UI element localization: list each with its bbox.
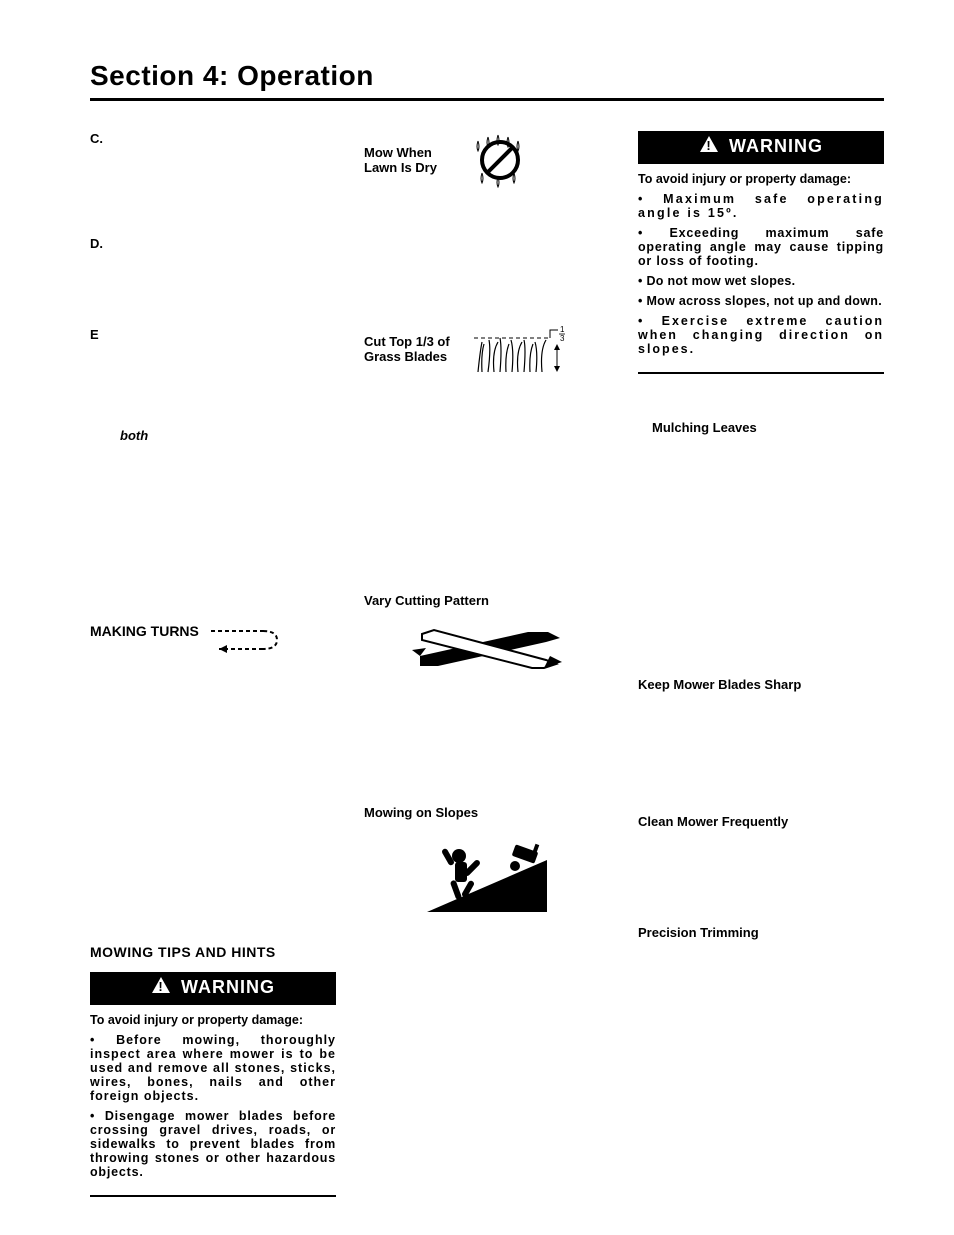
- warning-triangle-icon: !: [699, 135, 719, 158]
- warning-bullet: • Disengage mower blades before crossing…: [90, 1109, 336, 1179]
- cut-top-row: Cut Top 1/3 of Grass Blades 1 3: [364, 320, 610, 383]
- making-turns-row: MAKING TURNS: [90, 623, 336, 664]
- grass-blades-icon: 1 3: [472, 320, 572, 383]
- cross-pattern-icon: [364, 616, 610, 681]
- warning-bullet: • Before mowing, thoroughly inspect area…: [90, 1033, 336, 1103]
- no-wet-icon: [468, 131, 532, 194]
- warning-lead-right: To avoid injury or property damage:: [638, 172, 884, 186]
- column-right: ! WARNING To avoid injury or property da…: [638, 131, 884, 1211]
- sharp-blades-heading: Keep Mower Blades Sharp: [638, 677, 884, 692]
- both-word: both: [90, 428, 336, 443]
- section-title: Section 4: Operation: [90, 60, 884, 101]
- warning-bullet: • Exceeding maximum safe operating angle…: [638, 226, 884, 268]
- turn-arrow-icon: [205, 623, 283, 664]
- warning-header-text-left: WARNING: [181, 977, 275, 998]
- step-c-label: C.: [90, 131, 336, 146]
- making-turns-heading: MAKING TURNS: [90, 623, 199, 639]
- warning-bullet: • Mow across slopes, not up and down.: [638, 294, 884, 308]
- cut-top-label: Cut Top 1/3 of Grass Blades: [364, 334, 458, 364]
- step-d-label: D.: [90, 236, 336, 251]
- svg-text:1: 1: [560, 325, 565, 334]
- precision-trim-heading: Precision Trimming: [638, 925, 884, 940]
- content-columns: C. D. E both MAKING TURNS MOWING TIPS AN…: [90, 131, 884, 1211]
- warning-box-right: ! WARNING To avoid injury or property da…: [638, 131, 884, 374]
- warning-bullet: • Maximum safe operating angle is 15º.: [638, 192, 884, 220]
- mulching-heading: Mulching Leaves: [638, 420, 884, 435]
- mow-dry-row: Mow When Lawn Is Dry: [364, 131, 610, 194]
- warning-lead-left: To avoid injury or property damage:: [90, 1013, 336, 1027]
- warning-triangle-icon: !: [151, 976, 171, 999]
- warning-bullet: • Exercise extreme caution when changing…: [638, 314, 884, 356]
- svg-text:!: !: [158, 979, 163, 994]
- warning-header-right: ! WARNING: [638, 131, 884, 164]
- mowing-tips-heading: MOWING TIPS AND HINTS: [90, 944, 336, 960]
- warning-bullet: • Do not mow wet slopes.: [638, 274, 884, 288]
- step-e-label: E: [90, 327, 336, 342]
- vary-pattern-heading: Vary Cutting Pattern: [364, 593, 610, 608]
- slope-fall-icon: [364, 828, 610, 933]
- column-middle: Mow When Lawn Is Dry: [364, 131, 610, 1211]
- warning-header-text-right: WARNING: [729, 136, 823, 157]
- svg-text:3: 3: [560, 334, 565, 343]
- warning-box-left: ! WARNING To avoid injury or property da…: [90, 972, 336, 1197]
- clean-mower-heading: Clean Mower Frequently: [638, 814, 884, 829]
- mow-dry-label: Mow When Lawn Is Dry: [364, 145, 454, 175]
- svg-text:!: !: [706, 138, 711, 153]
- column-left: C. D. E both MAKING TURNS MOWING TIPS AN…: [90, 131, 336, 1211]
- mowing-slopes-heading: Mowing on Slopes: [364, 805, 610, 820]
- warning-header-left: ! WARNING: [90, 972, 336, 1005]
